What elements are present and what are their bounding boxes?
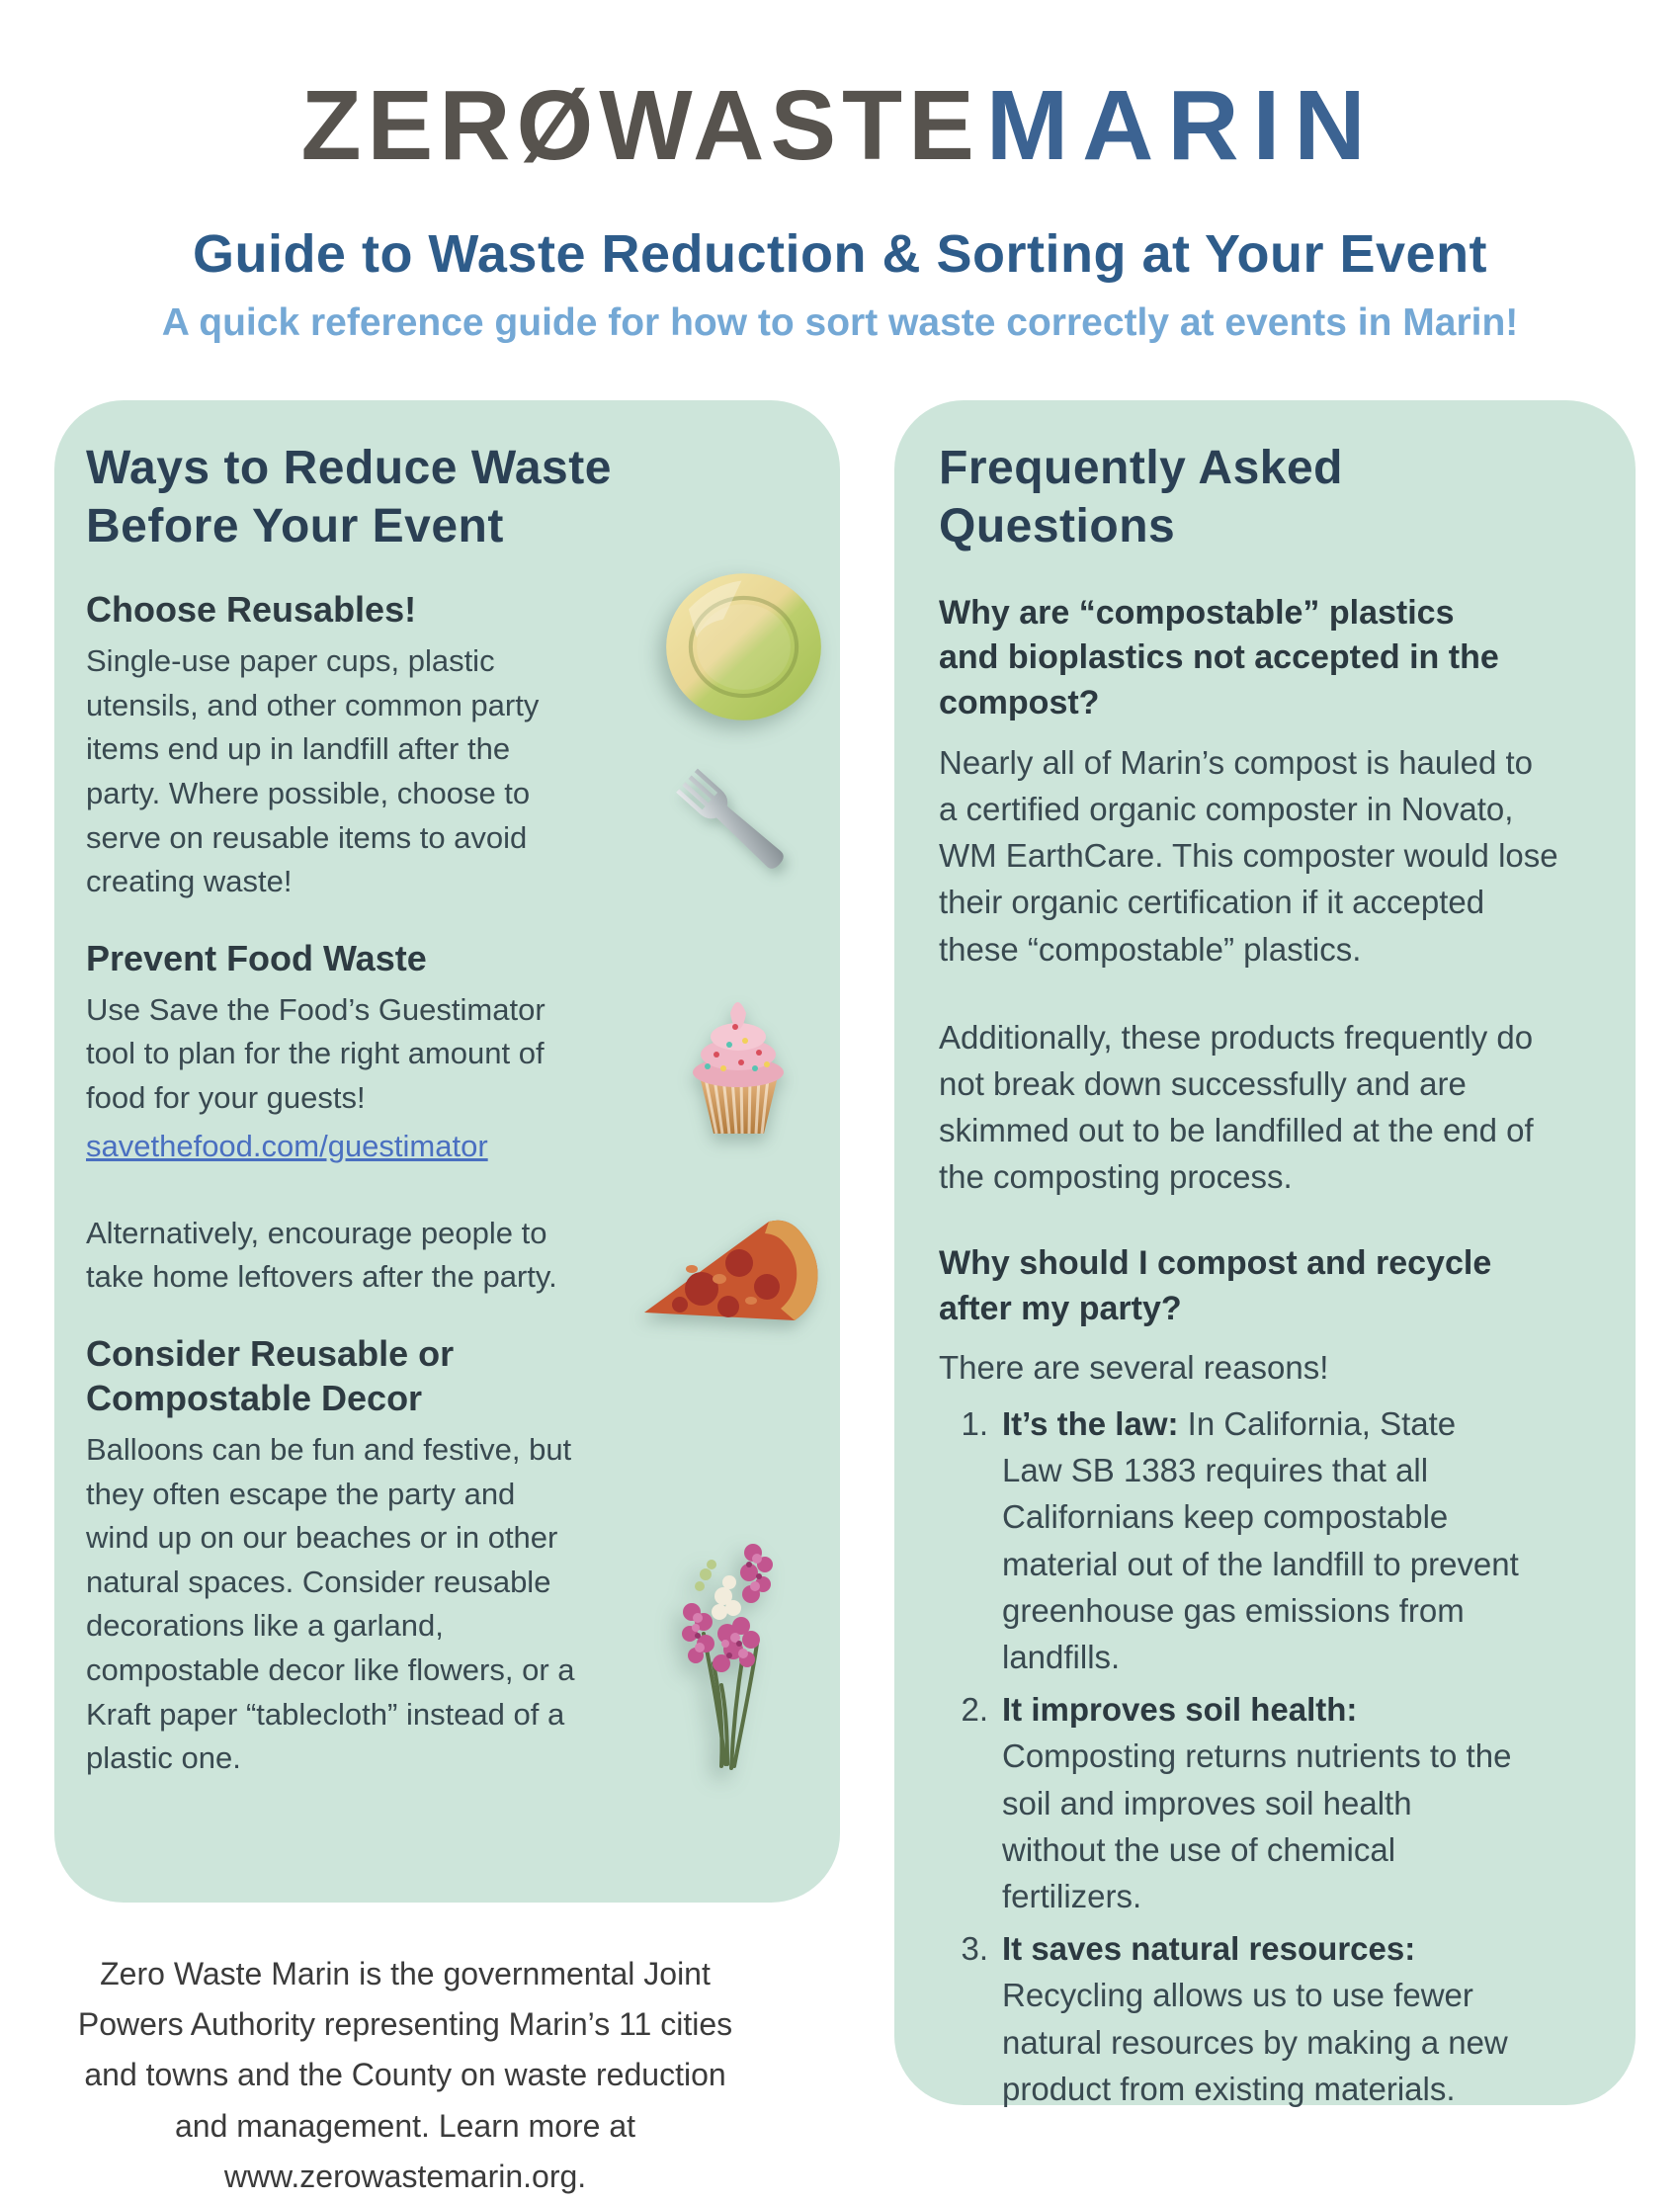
reason-text: In California, State Law SB 1383 require…	[1002, 1405, 1519, 1675]
reason-number: 2.	[961, 1691, 988, 1729]
fork-image	[637, 756, 830, 889]
reason-item-1: 1. It’s the law: In California, State La…	[939, 1400, 1591, 1680]
reason-lead: It improves soil health:	[1002, 1691, 1358, 1729]
section-body: Use Save the Food’s Guestimator tool to …	[86, 991, 546, 1116]
pizza-slice-image	[632, 1206, 830, 1354]
section-heading: Choose Reusables!	[86, 589, 417, 631]
footer-line: Powers Authority representing Marin’s 11…	[77, 2006, 733, 2043]
section-body: Single-use paper cups, plastic utensils,…	[86, 643, 540, 899]
footer-about-text: Zero Waste Marin is the governmental Joi…	[40, 1949, 771, 2202]
reason-text: Composting returns nutrients to the soil…	[1002, 1737, 1512, 1914]
flowers-image	[662, 1517, 791, 1774]
footer-line: Zero Waste Marin is the governmental Joi…	[100, 1956, 711, 1991]
section-heading: Prevent Food Waste	[86, 937, 427, 978]
reason-number: 3.	[961, 1930, 988, 1968]
page-title: Guide to Waste Reduction & Sorting at Yo…	[192, 224, 1488, 284]
logo-text-marin: MARIN	[985, 70, 1380, 181]
reduce-waste-panel-title: Ways to Reduce Waste Before Your Event	[86, 442, 612, 552]
faq-answer-1a: Nearly all of Marin’s compost is hauled …	[939, 743, 1558, 968]
section-compostable-decor: Consider Reusable or Compostable Decor B…	[86, 1331, 798, 1781]
faq-panel: Frequently Asked Questions Why are “comp…	[894, 400, 1636, 2107]
plate-image	[662, 570, 825, 723]
reason-text: Recycling allows us to use fewer natural…	[1002, 1977, 1508, 2107]
reason-number: 1.	[961, 1405, 988, 1443]
page-subtitle: A quick reference guide for how to sort …	[161, 301, 1519, 344]
footer-line: and towns and the County on waste reduct…	[84, 2057, 726, 2093]
reason-lead: It saves natural resources:	[1002, 1930, 1416, 1968]
section-choose-reusables: Choose Reusables! Single-use paper cups,…	[86, 587, 798, 904]
section-body: Balloons can be fun and festive, but the…	[86, 1431, 575, 1776]
section-heading: Consider Reusable or Compostable Decor	[86, 1332, 455, 1418]
faq-2-intro: There are several reasons!	[939, 1348, 1329, 1386]
faq-panel-title: Frequently Asked Questions	[939, 442, 1343, 552]
spacer	[86, 1164, 798, 1212]
guestimator-link[interactable]: savethefood.com/guestimator	[86, 1128, 488, 1163]
reason-item-3: 3. It saves natural resources: Recycling…	[939, 1925, 1591, 2112]
reduce-waste-panel: Ways to Reduce Waste Before Your Event C…	[54, 400, 840, 1903]
section-prevent-food-waste: Prevent Food Waste Use Save the Food’s G…	[86, 936, 798, 1300]
reason-lead: It’s the law:	[1002, 1405, 1179, 1443]
footer-line: and management. Learn more at	[174, 2107, 636, 2144]
faq-answer-1b: Additionally, these products frequently …	[939, 1018, 1534, 1196]
faq-question-1: Why are “compostable” plastics and biopl…	[939, 594, 1499, 721]
section-body-2: Alternatively, encourage people to take …	[86, 1215, 557, 1295]
faq-2-reasons-list: 1. It’s the law: In California, State La…	[939, 1400, 1591, 2112]
zero-waste-marin-logo: ZERØWASTEMARIN	[0, 71, 1680, 180]
cupcake-image	[672, 983, 805, 1142]
logo-text-zerowaste: ZERØWASTE	[300, 70, 980, 181]
faq-question-2: Why should I compost and recycle after m…	[939, 1244, 1492, 1327]
footer-line: www.zerowastemarin.org.	[223, 2158, 587, 2194]
reason-item-2: 2. It improves soil health: Composting r…	[939, 1686, 1591, 1919]
